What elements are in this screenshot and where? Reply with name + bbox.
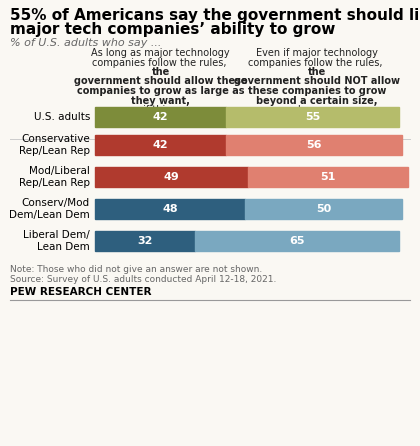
Text: 50: 50 bbox=[316, 204, 331, 214]
Bar bbox=[95, 167, 248, 187]
Text: PEW RESEARCH CENTER: PEW RESEARCH CENTER bbox=[10, 287, 152, 297]
Text: 55% of Americans say the government should limit: 55% of Americans say the government shou… bbox=[10, 8, 420, 23]
Text: they want,: they want, bbox=[131, 95, 190, 106]
Text: companies to grow as large as: companies to grow as large as bbox=[77, 86, 244, 96]
Text: 32: 32 bbox=[137, 236, 153, 246]
Bar bbox=[226, 107, 399, 127]
Text: 42: 42 bbox=[153, 112, 168, 122]
Text: there is less competition: there is less competition bbox=[100, 115, 221, 124]
Text: the: the bbox=[152, 67, 170, 77]
Text: Mod/Liberal
Rep/Lean Rep: Mod/Liberal Rep/Lean Rep bbox=[19, 166, 90, 188]
Bar bbox=[248, 167, 408, 187]
Bar bbox=[245, 199, 402, 219]
Text: Even if major technology: Even if major technology bbox=[256, 48, 378, 58]
Bar bbox=[95, 135, 226, 155]
Text: the: the bbox=[308, 67, 326, 77]
Text: 56: 56 bbox=[306, 140, 322, 150]
Text: government should allow these: government should allow these bbox=[74, 77, 247, 87]
Text: major tech companies’ ability to grow: major tech companies’ ability to grow bbox=[10, 22, 336, 37]
Text: because: because bbox=[297, 105, 338, 115]
Bar bbox=[95, 231, 195, 251]
Bar bbox=[95, 107, 226, 127]
Text: 65: 65 bbox=[289, 236, 304, 246]
Text: 49: 49 bbox=[164, 172, 180, 182]
Text: Note: Those who did not give an answer are not shown.: Note: Those who did not give an answer a… bbox=[10, 265, 262, 274]
Text: 48: 48 bbox=[162, 204, 178, 214]
Text: it hurts competition: it hurts competition bbox=[269, 115, 365, 124]
Text: 55: 55 bbox=[305, 112, 320, 122]
Text: even if this means: even if this means bbox=[116, 105, 206, 115]
Bar bbox=[95, 199, 245, 219]
Text: Source: Survey of U.S. adults conducted April 12-18, 2021.: Source: Survey of U.S. adults conducted … bbox=[10, 275, 276, 284]
Text: Liberal Dem/
Lean Dem: Liberal Dem/ Lean Dem bbox=[23, 230, 90, 252]
Text: Conserv/Mod
Dem/Lean Dem: Conserv/Mod Dem/Lean Dem bbox=[9, 198, 90, 220]
Text: beyond a certain size,: beyond a certain size, bbox=[257, 95, 378, 106]
Text: 42: 42 bbox=[153, 140, 168, 150]
Text: 51: 51 bbox=[320, 172, 336, 182]
Text: companies follow the rules,: companies follow the rules, bbox=[92, 58, 230, 67]
Text: government should NOT allow: government should NOT allow bbox=[234, 77, 400, 87]
Bar bbox=[226, 135, 402, 155]
Text: companies follow the rules,: companies follow the rules, bbox=[248, 58, 386, 67]
Text: U.S. adults: U.S. adults bbox=[34, 112, 90, 122]
Bar bbox=[195, 231, 399, 251]
Text: these companies to grow: these companies to grow bbox=[248, 86, 386, 96]
Text: As long as major technology: As long as major technology bbox=[92, 48, 230, 58]
Text: % of U.S. adults who say ...: % of U.S. adults who say ... bbox=[10, 38, 161, 48]
Text: Conservative
Rep/Lean Rep: Conservative Rep/Lean Rep bbox=[19, 134, 90, 156]
